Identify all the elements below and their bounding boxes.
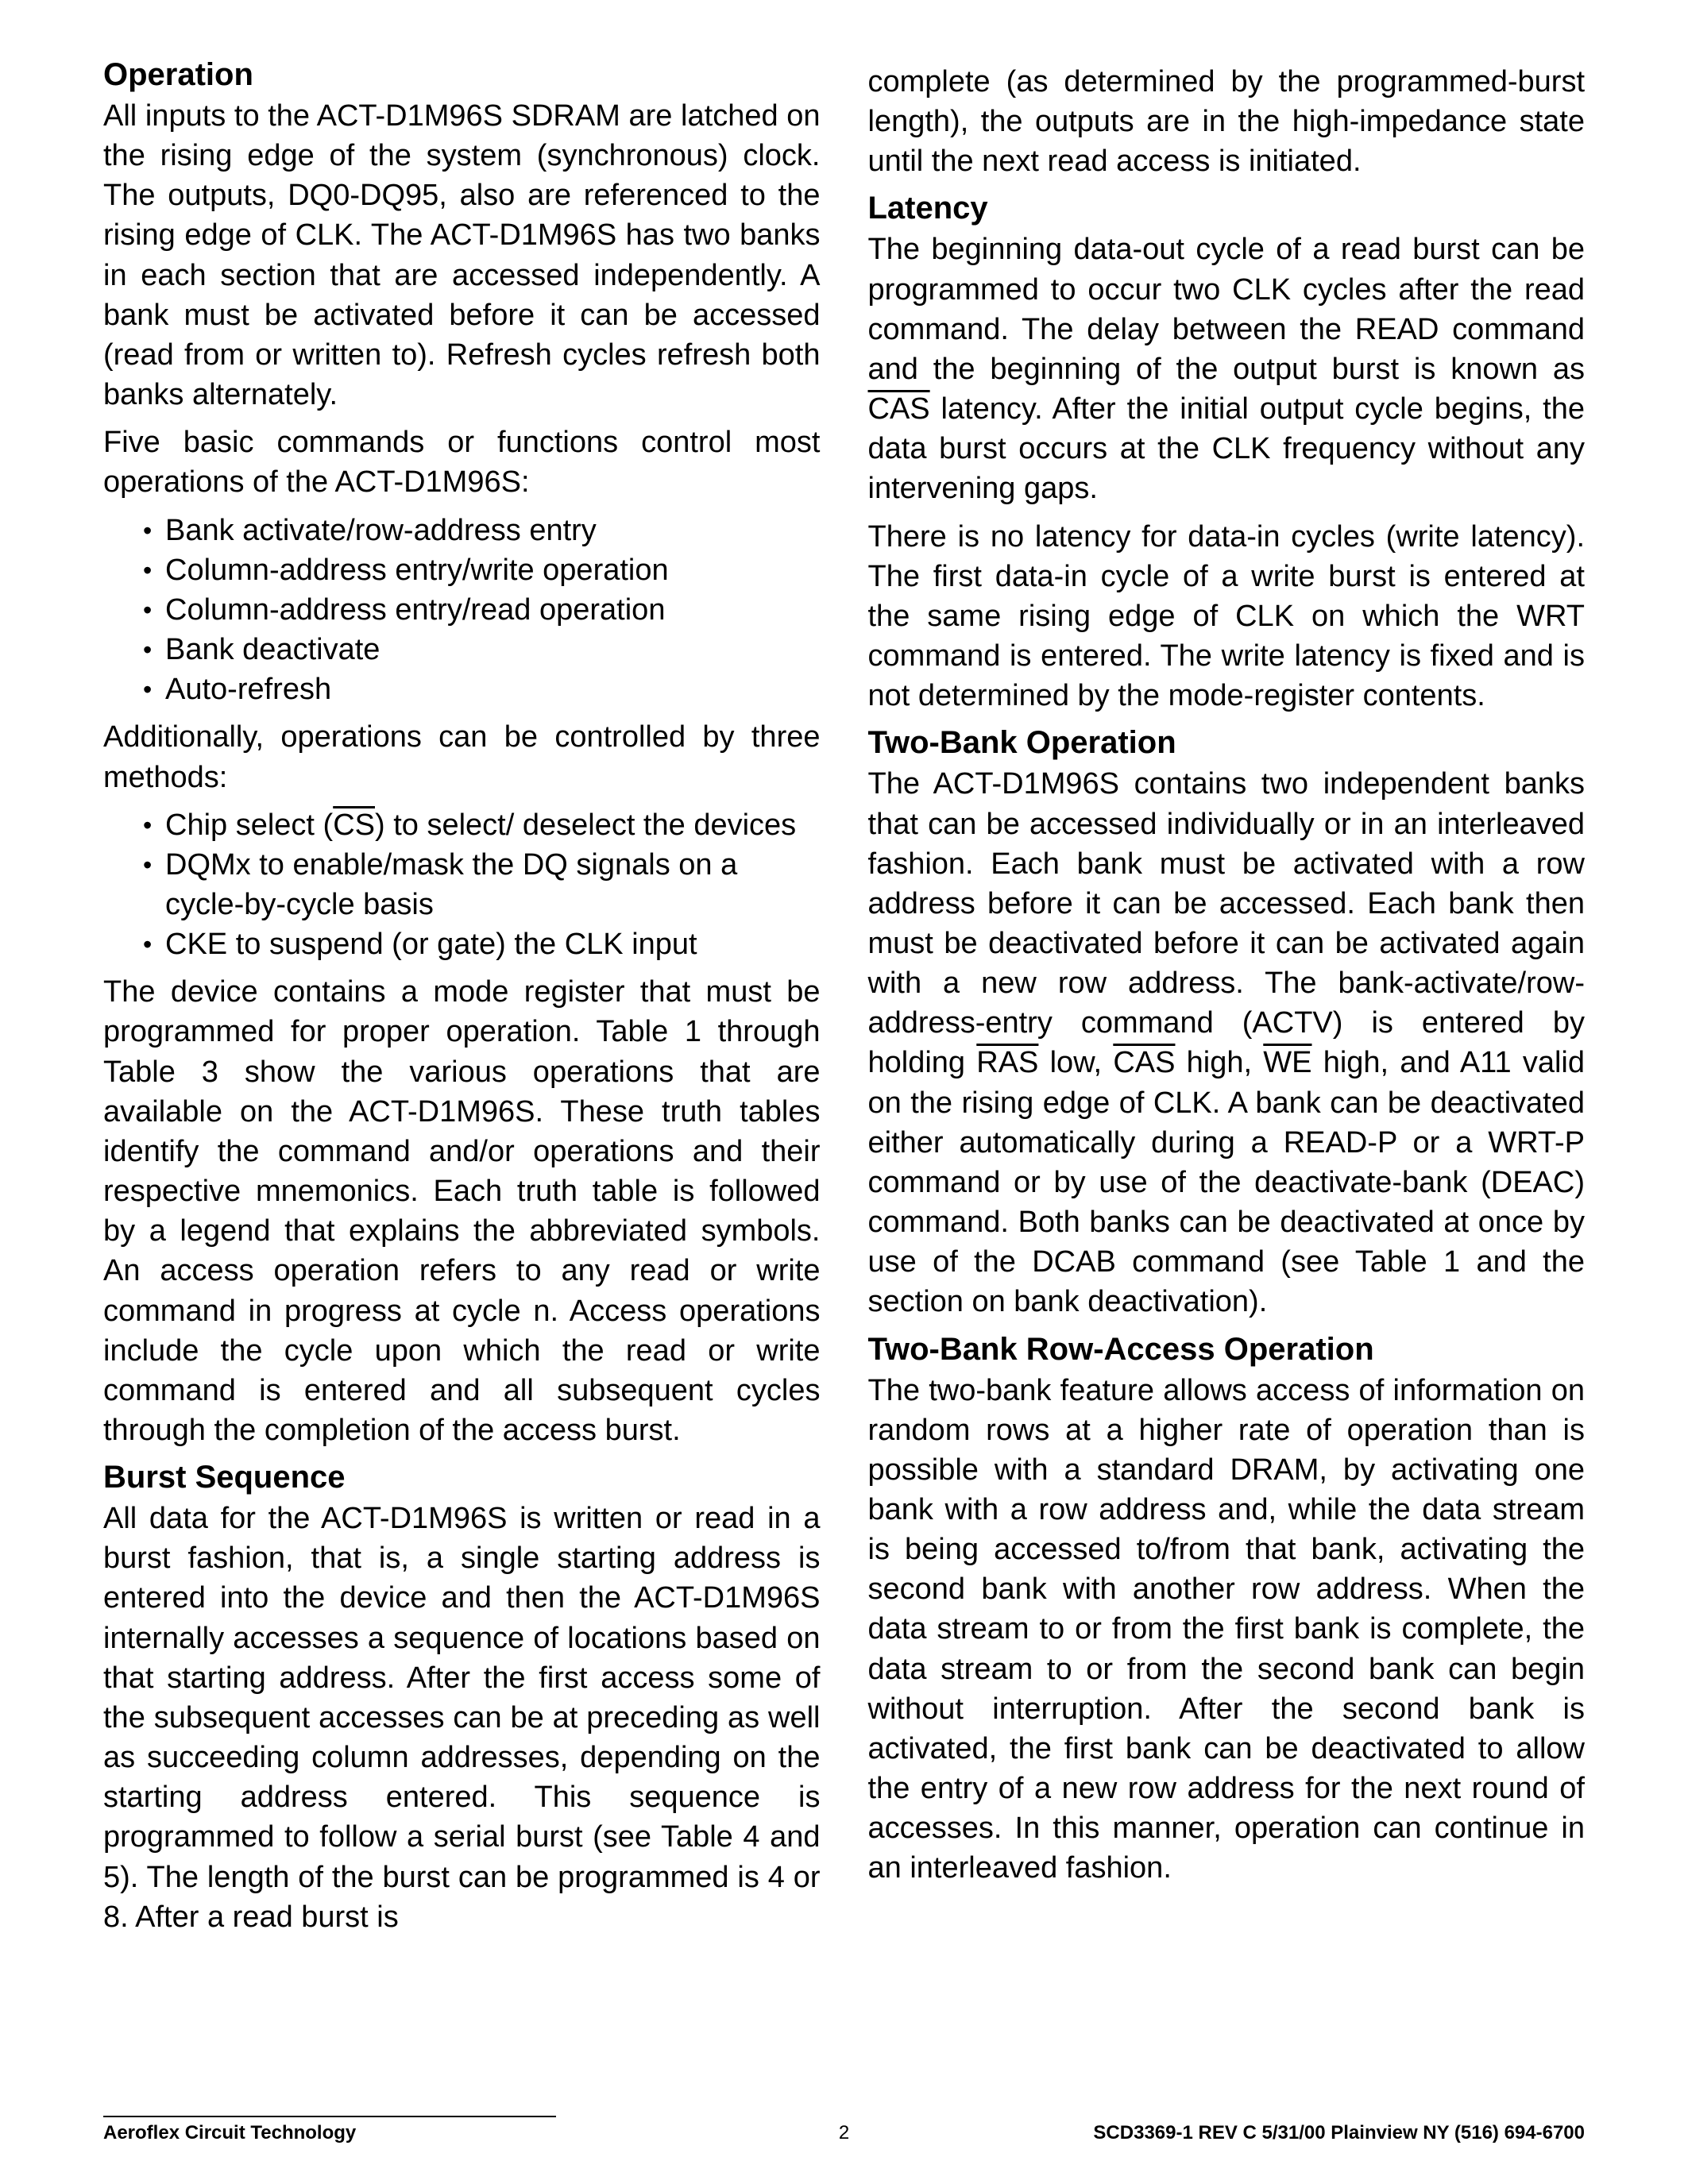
cont-paragraph: complete (as determined by the programme… bbox=[868, 62, 1586, 181]
operation-p2: Five basic commands or functions control… bbox=[103, 423, 821, 502]
right-column: complete (as determined by the programme… bbox=[868, 48, 1586, 2065]
twobank-heading: Two-Bank Operation bbox=[868, 725, 1586, 761]
list-item: CKE to suspend (or gate) the CLK input bbox=[143, 924, 821, 964]
latency-p2: There is no latency for data-in cycles (… bbox=[868, 517, 1586, 716]
list-item: Chip select (CS) to select/ deselect the… bbox=[143, 805, 821, 845]
twobank-p1: The ACT-D1M96S contains two independent … bbox=[868, 764, 1586, 1322]
footer-page-number: 2 bbox=[839, 2122, 849, 2144]
rowaccess-heading: Two-Bank Row-Access Operation bbox=[868, 1332, 1586, 1368]
list-item: Column-address entry/write operation bbox=[143, 550, 821, 590]
burst-p1: All data for the ACT-D1M96S is written o… bbox=[103, 1499, 821, 1937]
latency-p1: The beginning data-out cycle of a read b… bbox=[868, 230, 1586, 508]
content-area: Operation All inputs to the ACT-D1M96S S… bbox=[103, 48, 1585, 2065]
operation-list1: Bank activate/row-address entry Column-a… bbox=[103, 511, 821, 710]
footer-left: Aeroflex Circuit Technology bbox=[103, 2116, 556, 2144]
latency-heading: Latency bbox=[868, 191, 1586, 226]
list-item: Auto-refresh bbox=[143, 669, 821, 709]
list-item: DQMx to enable/mask the DQ signals on a … bbox=[143, 845, 821, 924]
operation-list2: Chip select (CS) to select/ deselect the… bbox=[103, 805, 821, 965]
list-item: Column-address entry/read operation bbox=[143, 590, 821, 630]
list-item: Bank deactivate bbox=[143, 630, 821, 669]
rowaccess-p1: The two-bank feature allows access of in… bbox=[868, 1371, 1586, 1889]
operation-p3: Additionally, operations can be controll… bbox=[103, 717, 821, 797]
operation-p1: All inputs to the ACT-D1M96S SDRAM are l… bbox=[103, 96, 821, 415]
footer: Aeroflex Circuit Technology 2 SCD3369-1 … bbox=[103, 2116, 1585, 2144]
burst-heading: Burst Sequence bbox=[103, 1460, 821, 1495]
operation-p4: The device contains a mode register that… bbox=[103, 972, 821, 1450]
footer-right: SCD3369-1 REV C 5/31/00 Plainview NY (51… bbox=[1093, 2122, 1585, 2144]
operation-heading: Operation bbox=[103, 57, 821, 93]
list-item: Bank activate/row-address entry bbox=[143, 511, 821, 550]
left-column: Operation All inputs to the ACT-D1M96S S… bbox=[103, 48, 821, 2065]
